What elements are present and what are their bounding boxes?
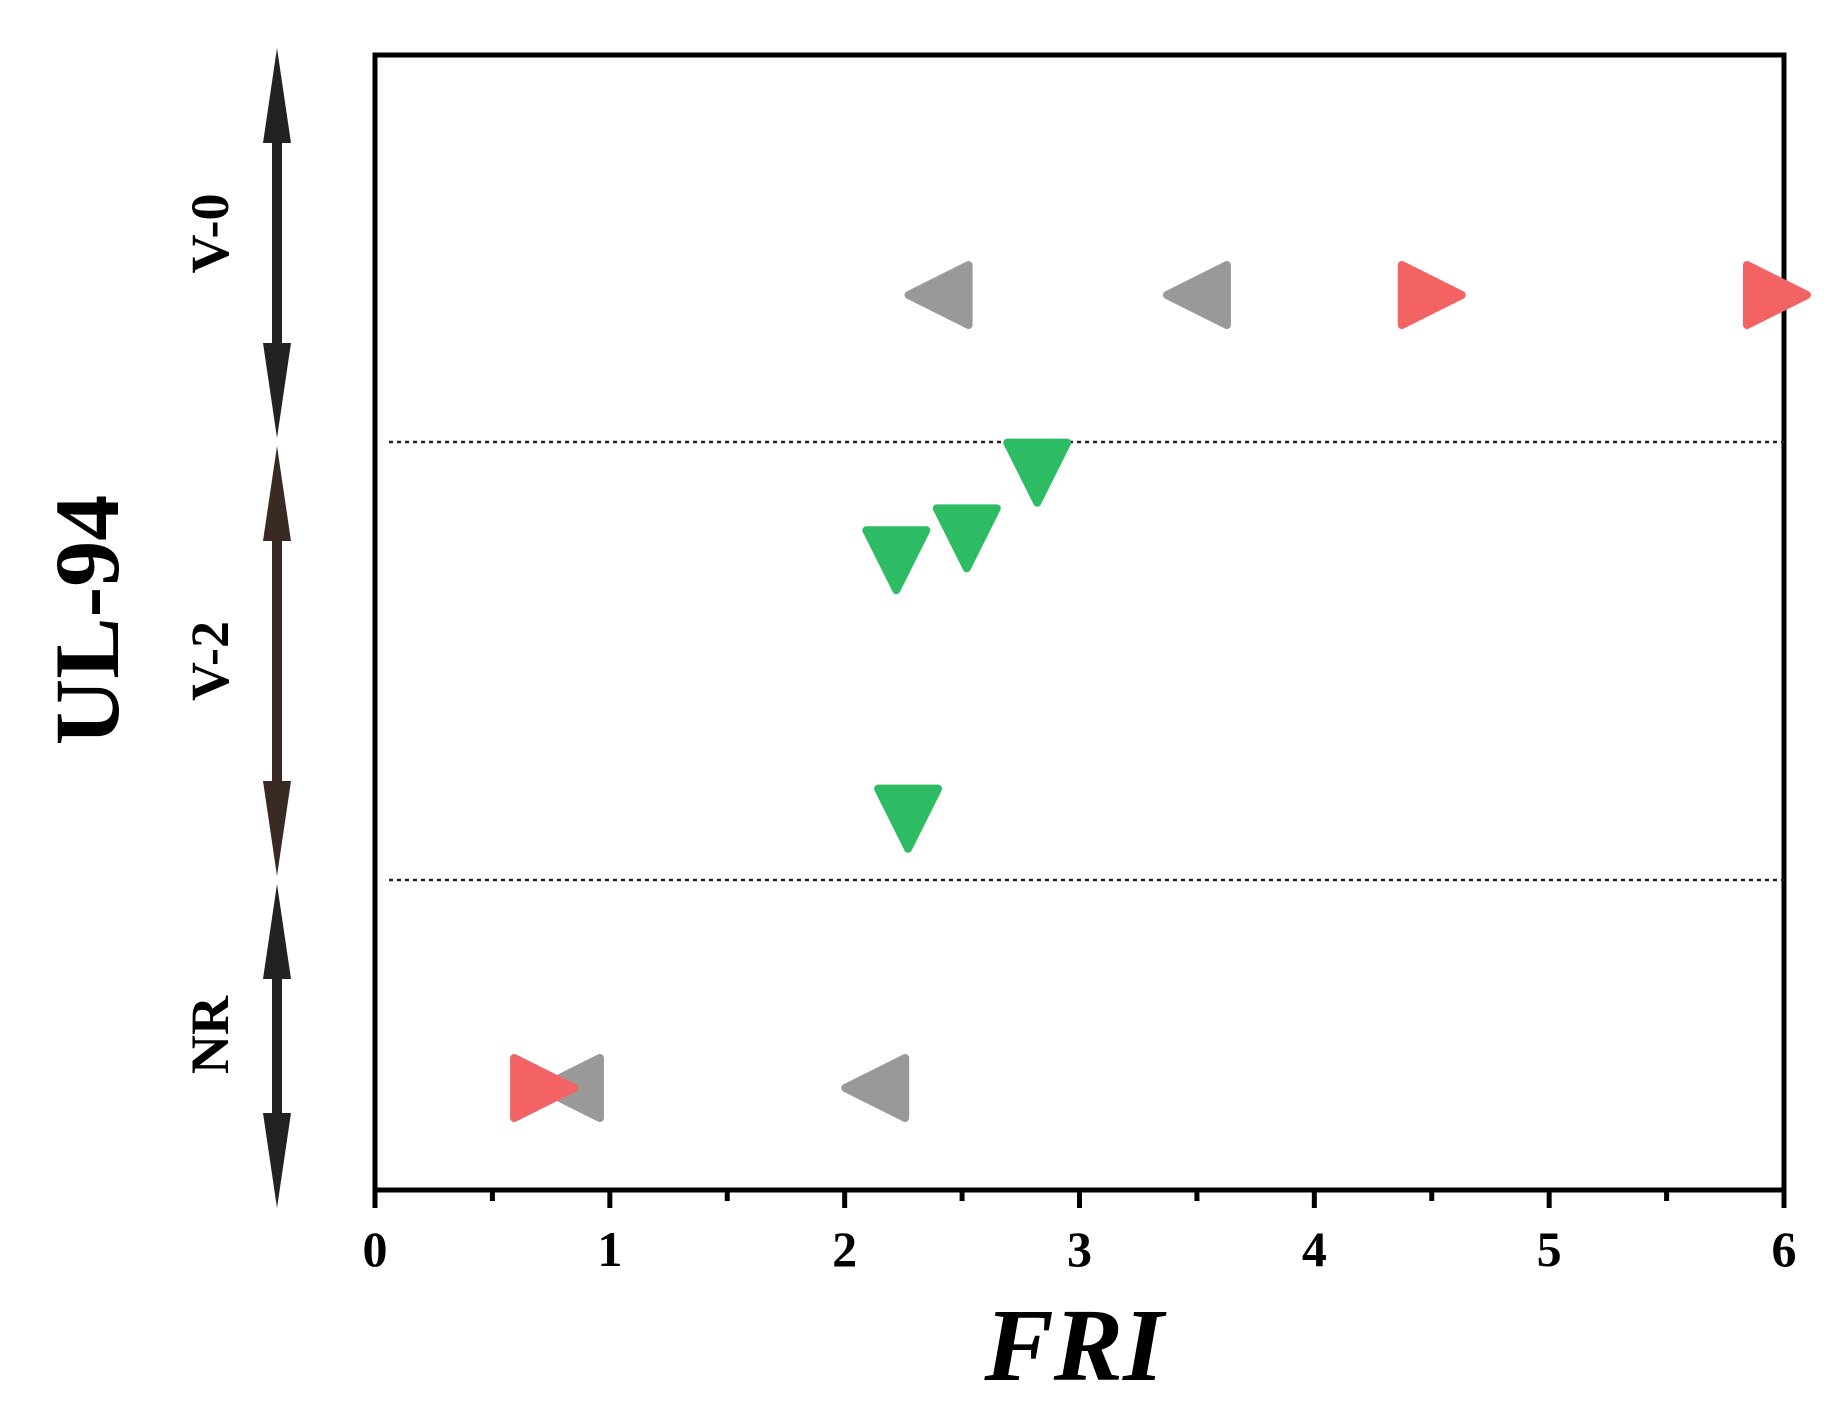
ul94-label-v-2: V-2: [180, 621, 240, 701]
arrow-v-2: [263, 446, 291, 876]
ul94-label-nr: NR: [180, 995, 240, 1074]
data-point-right-triangle: [1742, 261, 1811, 329]
ul94-label-v-0: V-0: [180, 194, 240, 274]
arrow-head-down: [263, 781, 291, 876]
ul94-level-arrows: [263, 48, 291, 1208]
data-point-left-triangle: [841, 1054, 910, 1122]
arrow-head-up: [263, 884, 291, 979]
data-point-right-triangle: [1397, 261, 1466, 329]
x-axis-title: FRI: [983, 1288, 1167, 1403]
x-tick-label: 1: [597, 1221, 622, 1277]
x-axis-ticks: [372, 1190, 1787, 1208]
x-tick-label: 5: [1537, 1221, 1562, 1277]
band-separators: [389, 440, 1784, 882]
arrow-v-0: [263, 48, 291, 438]
x-tick-label: 3: [1067, 1221, 1092, 1277]
arrow-head-down: [263, 1113, 291, 1208]
data-point-right-triangle: [510, 1054, 579, 1122]
data-point-down-triangle: [1003, 438, 1072, 507]
data-point-left-triangle: [904, 261, 973, 329]
arrow-nr: [263, 884, 291, 1208]
arrow-head-up: [263, 48, 291, 143]
data-point-down-triangle: [874, 784, 943, 853]
x-tick-label: 6: [1772, 1221, 1797, 1277]
data-point-left-triangle: [1162, 261, 1231, 329]
x-tick-label: 0: [363, 1221, 388, 1277]
ul94-level-labels: NR V-2 V-0: [180, 194, 240, 1074]
x-tick-label: 4: [1302, 1221, 1327, 1277]
x-tick-label: 2: [832, 1221, 857, 1277]
arrow-head-down: [263, 343, 291, 438]
arrow-head-up: [263, 446, 291, 541]
plot-area: [372, 52, 1787, 1193]
data-markers: [510, 261, 1811, 1122]
x-axis-tick-labels: 0 1 2 3 4 5 6: [363, 1221, 1797, 1277]
data-point-down-triangle: [932, 504, 1001, 573]
plot-frame: [372, 52, 1787, 1193]
data-point-down-triangle: [862, 526, 931, 595]
y-axis-title: UL-94: [36, 495, 138, 745]
